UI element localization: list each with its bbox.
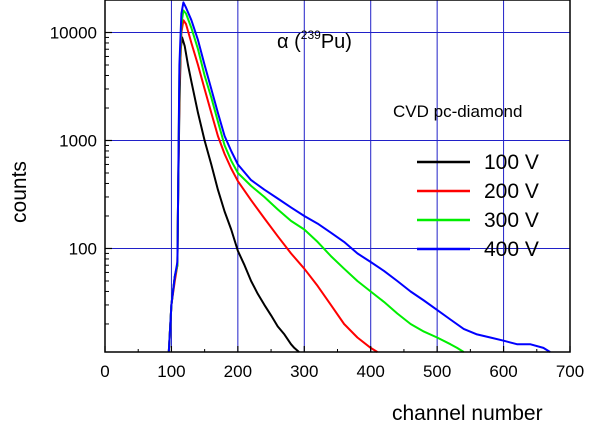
legend-label: 400 V (484, 238, 539, 261)
y-tick-label: 100 (69, 239, 97, 258)
x-tick-label: 400 (357, 362, 385, 381)
series-line (167, 9, 465, 353)
x-tick-label: 300 (290, 362, 318, 381)
x-tick-label: 700 (556, 362, 584, 381)
x-tick-label: 200 (224, 362, 252, 381)
x-tick-label: 600 (489, 362, 517, 381)
x-tick-label: 100 (157, 362, 185, 381)
grid (105, 0, 570, 352)
x-tick-label: 500 (423, 362, 451, 381)
y-axis-title: counts (8, 161, 31, 223)
y-tick-label: 1000 (59, 131, 97, 150)
alpha-annotation: α (239Pu) (277, 28, 352, 53)
sample-annotation: CVD pc-diamond (393, 102, 522, 121)
legend-label: 300 V (484, 209, 539, 232)
series-lines (167, 1, 551, 353)
series-line (167, 36, 300, 353)
x-tick-label: 0 (100, 362, 109, 381)
series-line (167, 1, 551, 353)
axis-ticks: 0 100 200 300 400 500 600 700 100 1000 10000 (50, 24, 584, 381)
legend: 100 V 200 V 300 V 400 V (417, 151, 539, 261)
legend-label: 200 V (484, 180, 539, 203)
series-line (167, 19, 378, 353)
legend-label: 100 V (484, 151, 539, 174)
x-axis-title: channel number (392, 402, 543, 425)
y-tick-label: 10000 (50, 24, 97, 43)
